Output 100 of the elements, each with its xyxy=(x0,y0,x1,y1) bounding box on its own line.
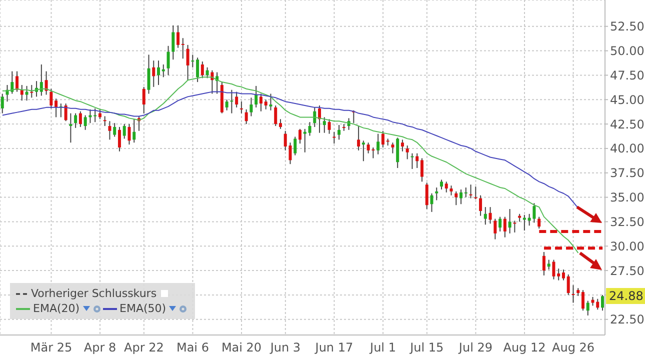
candlestick xyxy=(488,206,492,224)
candlestick xyxy=(572,284,575,304)
candlestick xyxy=(586,300,590,316)
candlestick xyxy=(16,70,19,92)
y-tick-label: 35.00 xyxy=(610,190,644,205)
candlestick xyxy=(552,259,556,280)
candlestick xyxy=(181,38,184,60)
candlestick xyxy=(450,185,453,196)
candlestick xyxy=(118,126,121,152)
candlestick xyxy=(464,187,468,198)
candlestick xyxy=(566,274,570,296)
x-tick-label: Mai 20 xyxy=(221,340,262,355)
candlestick xyxy=(557,268,560,281)
candlestick xyxy=(40,64,43,96)
candlestick xyxy=(430,192,434,212)
candlestick xyxy=(440,179,443,190)
candlestick xyxy=(54,98,58,118)
candlestick xyxy=(435,187,438,201)
candlestick xyxy=(381,130,384,148)
candlestick xyxy=(240,101,243,114)
candlestick xyxy=(503,216,506,238)
y-tick-label: 42.50 xyxy=(610,117,644,132)
x-tick-label: Mär 25 xyxy=(30,340,72,355)
x-tick-label: Jul 15 xyxy=(409,340,444,355)
x-tick-label: Jul 1 xyxy=(369,340,396,355)
candlestick xyxy=(444,181,448,193)
candlestick xyxy=(274,104,278,126)
candlestick xyxy=(108,120,112,140)
candlestick xyxy=(581,290,584,312)
candlestick xyxy=(498,216,502,232)
candlestick xyxy=(94,108,97,123)
candlestick xyxy=(186,44,190,81)
candlestick xyxy=(357,125,360,151)
candlestick xyxy=(0,93,4,114)
candlestick xyxy=(122,124,126,140)
candlestick xyxy=(601,294,604,312)
candlestick xyxy=(410,152,414,170)
candlestick xyxy=(460,188,463,205)
candlestick xyxy=(400,139,404,152)
candlestick xyxy=(338,124,341,140)
candlestick xyxy=(547,259,550,270)
candlestick xyxy=(69,112,72,144)
candlestick xyxy=(74,112,78,128)
candlestick xyxy=(562,269,565,281)
candlestick xyxy=(64,103,68,122)
candlestick xyxy=(30,84,34,98)
candlestick xyxy=(84,114,87,130)
candlestick xyxy=(294,136,297,156)
candlestick xyxy=(78,110,82,128)
x-tick-label: Apr 8 xyxy=(84,340,116,355)
candlestick xyxy=(200,61,204,79)
candlestick xyxy=(128,124,131,146)
y-tick-label: 40.00 xyxy=(610,142,644,156)
y-tick-label: 22.50 xyxy=(610,312,644,327)
candlestick xyxy=(479,194,482,216)
candlestick xyxy=(376,133,380,155)
y-tick-label: 32.50 xyxy=(610,214,644,229)
candlestick xyxy=(494,218,497,240)
candlestick xyxy=(303,128,306,153)
candlestick xyxy=(269,93,272,111)
x-tick-label: Mai 6 xyxy=(176,340,209,355)
candlestick xyxy=(508,208,512,234)
candlestick xyxy=(157,60,160,86)
legend-label: EMA(50) xyxy=(120,301,166,316)
candlestick xyxy=(484,206,487,226)
candlestick xyxy=(416,152,419,168)
candlestick xyxy=(362,140,365,162)
candlestick xyxy=(522,214,526,231)
candlestick xyxy=(103,116,106,126)
candlestick xyxy=(396,137,400,168)
x-tick-label: Jun 17 xyxy=(314,340,354,355)
candlestick xyxy=(196,57,200,83)
candlestick xyxy=(235,91,238,108)
candlestick xyxy=(44,70,48,96)
y-tick-label: 45.00 xyxy=(610,92,644,107)
x-tick-label: Jun 3 xyxy=(269,340,301,355)
candlestick xyxy=(474,186,478,200)
candlestick xyxy=(206,66,209,79)
candlestick xyxy=(454,190,458,206)
y-tick-label: 27.50 xyxy=(610,264,644,278)
candlestick xyxy=(391,142,394,154)
candlestick xyxy=(113,122,116,138)
candlestick xyxy=(88,108,92,124)
y-tick-label: 37.50 xyxy=(610,166,644,180)
annotation: Vorheriger Schlusskurs xyxy=(31,286,157,301)
y-tick-label: 50.00 xyxy=(610,44,644,58)
candlestick xyxy=(259,93,262,112)
candlestick xyxy=(50,88,53,109)
x-tick-label: Jul 29 xyxy=(458,340,492,355)
candlestick xyxy=(132,118,136,144)
candlestick xyxy=(322,116,326,134)
candlestick xyxy=(142,86,146,114)
candlestick xyxy=(298,128,302,144)
candlestick xyxy=(225,99,228,111)
y-tick-label: 30.00 xyxy=(610,239,644,254)
candlestick xyxy=(191,54,194,68)
legend-label: EMA(20) xyxy=(33,301,80,316)
candlestick xyxy=(244,108,248,125)
candlestick xyxy=(542,251,546,276)
candlestick xyxy=(328,118,331,134)
